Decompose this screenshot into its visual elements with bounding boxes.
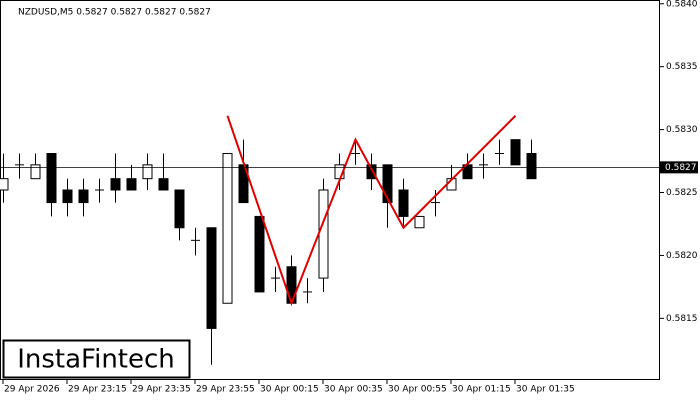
x-tick-label: 29 Apr 23:15	[68, 385, 127, 395]
y-tick-label: 0.5825	[666, 188, 698, 198]
x-tick-label: 29 Apr 23:35	[132, 385, 191, 395]
y-tick-label: 0.5835	[666, 62, 698, 72]
candle-body	[398, 189, 409, 217]
candle-body	[526, 153, 537, 180]
candle-body	[0, 178, 9, 191]
x-tick-label: 30 Apr 00:35	[324, 385, 383, 395]
candle-body	[382, 164, 393, 204]
last-price-box	[660, 161, 698, 174]
candle-body	[318, 189, 329, 279]
plot	[0, 115, 537, 365]
pattern-line	[226, 115, 517, 307]
candle-body	[366, 164, 377, 180]
candle-body	[126, 178, 137, 191]
x-tick-label: 30 Apr 00:55	[388, 385, 447, 395]
last-price-label: 0.5827	[665, 163, 697, 173]
candle-body	[142, 164, 153, 180]
candle-body	[78, 189, 89, 204]
y-tick-label: 0.5840	[666, 0, 698, 9]
candle-body	[110, 178, 121, 191]
x-tick-label: 30 Apr 01:15	[452, 385, 511, 395]
x-tick-label: 29 Apr 23:55	[196, 385, 255, 395]
candle-body	[158, 178, 169, 191]
chart-title: NZDUSD,M5 0.5827 0.5827 0.5827 0.5827	[18, 8, 211, 18]
candle-body	[510, 139, 521, 166]
candle-body	[222, 153, 233, 304]
y-tick-label: 0.5820	[666, 251, 698, 261]
x-tick-label: 30 Apr 00:15	[260, 385, 319, 395]
y-tick-label: 0.5815	[666, 314, 698, 324]
candle-body	[206, 227, 217, 329]
candle-body	[414, 215, 425, 229]
candle-body	[174, 189, 185, 229]
candle-body	[62, 189, 73, 204]
x-tick-label: 30 Apr 01:35	[516, 385, 575, 395]
logo-box	[2, 339, 191, 379]
candle-body	[30, 164, 41, 180]
candle-body	[254, 215, 265, 293]
candle-body	[46, 153, 57, 204]
logo: InstaFintech	[17, 345, 175, 375]
y-tick-label: 0.5830	[666, 125, 698, 135]
x-tick-label: 29 Apr 2026	[4, 385, 60, 395]
